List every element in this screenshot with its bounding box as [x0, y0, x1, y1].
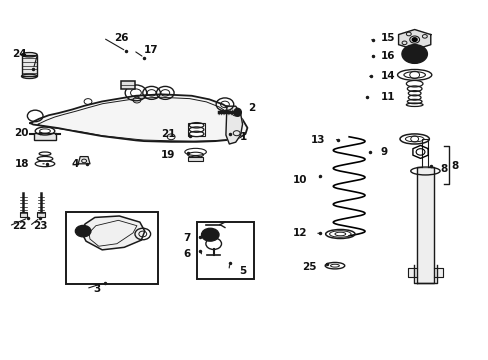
Bar	[66, 212, 158, 284]
Circle shape	[409, 50, 419, 58]
Text: 22: 22	[12, 221, 27, 231]
Bar	[121, 81, 135, 89]
Circle shape	[80, 229, 86, 234]
Text: 25: 25	[302, 262, 316, 272]
Text: 23: 23	[33, 221, 47, 231]
Polygon shape	[81, 216, 144, 250]
Circle shape	[75, 225, 91, 237]
Polygon shape	[412, 145, 427, 158]
Polygon shape	[422, 139, 427, 167]
Text: 6: 6	[183, 249, 190, 259]
Circle shape	[206, 232, 214, 238]
Polygon shape	[407, 268, 416, 277]
Bar	[21, 55, 37, 76]
Text: 18: 18	[15, 159, 29, 169]
Text: 17: 17	[144, 45, 159, 55]
Text: 4: 4	[72, 159, 79, 169]
Text: 13: 13	[310, 135, 325, 145]
Circle shape	[411, 38, 416, 41]
Polygon shape	[433, 268, 442, 277]
Text: 3: 3	[93, 284, 100, 294]
Polygon shape	[398, 30, 430, 50]
Circle shape	[401, 45, 427, 63]
Text: 8: 8	[450, 161, 457, 171]
Text: 14: 14	[380, 71, 394, 81]
Text: 5: 5	[239, 266, 246, 276]
Text: 1: 1	[239, 132, 246, 142]
Text: 9: 9	[380, 147, 387, 157]
Polygon shape	[78, 157, 90, 164]
Text: 20: 20	[14, 128, 28, 138]
Text: 24: 24	[12, 49, 27, 59]
Bar	[37, 212, 45, 217]
Bar	[34, 133, 56, 140]
Text: 21: 21	[161, 129, 176, 139]
Ellipse shape	[233, 108, 241, 116]
Polygon shape	[416, 167, 433, 283]
Bar	[196, 222, 254, 279]
Polygon shape	[30, 94, 247, 142]
Bar	[20, 212, 27, 217]
Circle shape	[201, 228, 219, 241]
Bar	[187, 123, 205, 136]
Text: 12: 12	[292, 228, 306, 238]
Text: 19: 19	[161, 150, 175, 160]
Text: 26: 26	[114, 33, 128, 43]
Bar	[188, 157, 203, 161]
Text: 16: 16	[380, 51, 394, 61]
Text: 8: 8	[439, 164, 447, 174]
Text: 2: 2	[248, 103, 255, 113]
Text: 7: 7	[183, 233, 190, 243]
Polygon shape	[225, 106, 242, 144]
Text: 15: 15	[380, 33, 394, 43]
Text: 11: 11	[380, 92, 394, 102]
Text: 10: 10	[292, 175, 306, 185]
